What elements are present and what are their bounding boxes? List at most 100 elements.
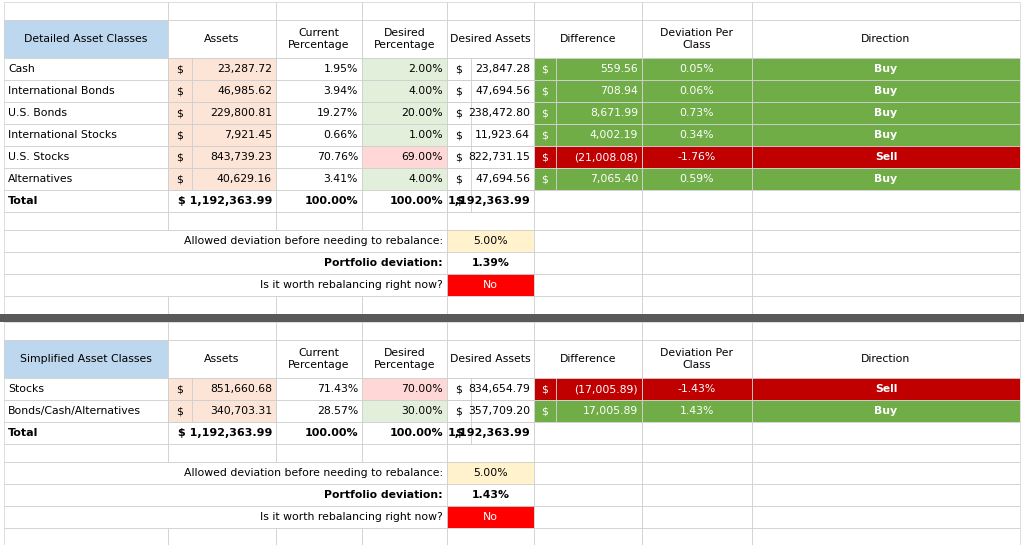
Bar: [168, 400, 193, 422]
Text: Buy: Buy: [874, 86, 898, 96]
Bar: [4, 400, 168, 422]
Bar: [4, 168, 168, 190]
Bar: [4, 296, 168, 314]
Text: Current
Percentage: Current Percentage: [288, 28, 350, 50]
Text: 100.00%: 100.00%: [304, 428, 358, 438]
Bar: [642, 400, 752, 422]
Text: (21,008.08): (21,008.08): [574, 152, 638, 162]
Bar: [752, 58, 1020, 80]
Bar: [168, 58, 276, 80]
Bar: [276, 528, 362, 545]
Bar: [447, 528, 534, 545]
Text: Direction: Direction: [861, 354, 910, 364]
Text: 1.39%: 1.39%: [472, 258, 509, 268]
Bar: [193, 168, 276, 190]
Bar: [556, 378, 642, 400]
Bar: [362, 102, 447, 124]
Bar: [534, 212, 642, 230]
Bar: [193, 80, 276, 102]
Bar: [752, 296, 1020, 314]
Bar: [642, 146, 752, 168]
Bar: [752, 124, 1020, 146]
Bar: [642, 20, 752, 58]
Bar: [447, 296, 534, 314]
Bar: [752, 422, 1020, 444]
Bar: [4, 322, 168, 340]
Bar: [752, 252, 1020, 274]
Bar: [276, 58, 362, 80]
Bar: [752, 230, 1020, 252]
Bar: [447, 230, 534, 252]
Text: $: $: [176, 384, 183, 394]
Bar: [752, 2, 1020, 20]
Bar: [4, 528, 168, 545]
Bar: [642, 528, 752, 545]
Bar: [447, 212, 534, 230]
Bar: [471, 422, 534, 444]
Bar: [642, 378, 752, 400]
Bar: [642, 146, 752, 168]
Bar: [642, 102, 752, 124]
Bar: [752, 484, 1020, 506]
Bar: [168, 190, 276, 212]
Bar: [534, 230, 642, 252]
Text: 100.00%: 100.00%: [389, 196, 443, 206]
Text: -1.76%: -1.76%: [678, 152, 716, 162]
Text: 834,654.79: 834,654.79: [468, 384, 530, 394]
Bar: [534, 102, 642, 124]
Text: Total: Total: [8, 428, 38, 438]
Bar: [447, 124, 471, 146]
Bar: [4, 124, 168, 146]
Text: 229,800.81: 229,800.81: [210, 108, 272, 118]
Bar: [276, 2, 362, 20]
Text: (17,005.89): (17,005.89): [574, 384, 638, 394]
Bar: [168, 378, 193, 400]
Bar: [168, 168, 276, 190]
Bar: [534, 80, 556, 102]
Bar: [534, 296, 642, 314]
Bar: [4, 296, 168, 314]
Bar: [471, 102, 534, 124]
Bar: [752, 146, 1020, 168]
Bar: [534, 422, 642, 444]
Bar: [471, 124, 534, 146]
Text: 70.00%: 70.00%: [401, 384, 443, 394]
Text: 70.76%: 70.76%: [316, 152, 358, 162]
Bar: [447, 340, 534, 378]
Text: $: $: [456, 384, 463, 394]
Bar: [447, 102, 471, 124]
Bar: [276, 340, 362, 378]
Text: $: $: [455, 428, 463, 438]
Bar: [168, 80, 193, 102]
Text: 20.00%: 20.00%: [401, 108, 443, 118]
Bar: [752, 102, 1020, 124]
Bar: [642, 422, 752, 444]
Bar: [362, 340, 447, 378]
Bar: [556, 80, 642, 102]
Bar: [447, 506, 534, 528]
Text: 1.43%: 1.43%: [680, 406, 714, 416]
Bar: [642, 212, 752, 230]
Bar: [447, 168, 471, 190]
Text: 0.73%: 0.73%: [680, 108, 715, 118]
Bar: [276, 80, 362, 102]
Bar: [471, 400, 534, 422]
Bar: [471, 80, 534, 102]
Bar: [362, 322, 447, 340]
Bar: [168, 296, 276, 314]
Bar: [752, 80, 1020, 102]
Text: 71.43%: 71.43%: [316, 384, 358, 394]
Bar: [447, 444, 534, 462]
Text: $: $: [176, 64, 183, 74]
Bar: [168, 322, 276, 340]
Bar: [642, 274, 752, 296]
Bar: [168, 212, 276, 230]
Bar: [276, 80, 362, 102]
Bar: [752, 322, 1020, 340]
Bar: [642, 462, 752, 484]
Bar: [168, 400, 193, 422]
Bar: [276, 212, 362, 230]
Bar: [447, 102, 471, 124]
Bar: [168, 444, 276, 462]
Bar: [168, 2, 276, 20]
